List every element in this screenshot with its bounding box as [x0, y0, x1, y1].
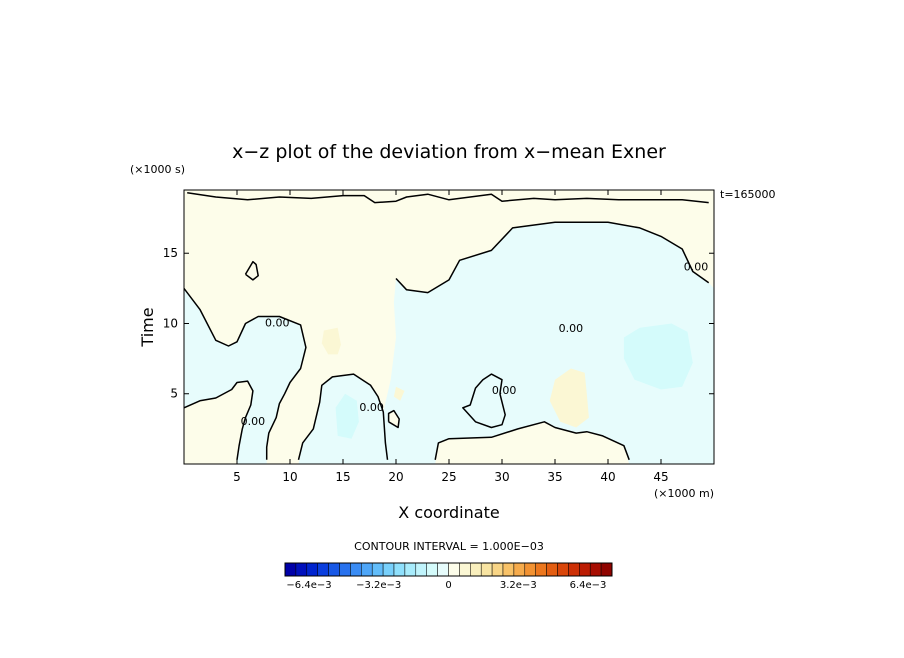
colorbar-swatch-22 — [524, 562, 536, 577]
colorbar-swatch-4 — [328, 562, 340, 577]
colorbar-swatch-0 — [284, 562, 297, 577]
colorbar: −6.4e−3 −3.2e−3 0 3.2e−3 6.4e−3 — [284, 562, 613, 591]
x-scale-note: (×1000 m) — [654, 487, 714, 500]
time-stamp: t=165000 — [720, 188, 776, 201]
zero-contour-2 — [184, 287, 307, 460]
contour-label-5: 0.00 — [241, 415, 266, 428]
shaded-region-1 — [383, 222, 714, 464]
y-tick-label-1: 10 — [163, 316, 178, 330]
contour-label-2: 0.00 — [265, 317, 290, 330]
y-axis: 5 10 15 — [163, 246, 714, 401]
colorbar-label-0: −6.4e−3 — [286, 580, 331, 591]
shaded-region-9 — [549, 368, 589, 428]
shaded-region-11 — [393, 386, 405, 401]
contour-label-4: 0.00 — [359, 401, 384, 414]
contour-interval-label: CONTOUR INTERVAL = 1.000E−03 — [354, 540, 544, 553]
contour-lines — [184, 192, 710, 461]
zero-contour-1 — [395, 221, 710, 294]
x-tick-label-8: 45 — [653, 470, 668, 484]
colorbar-swatch-21 — [513, 562, 526, 577]
colorbar-swatch-23 — [535, 562, 547, 577]
colorbar-swatch-9 — [382, 562, 395, 577]
shaded-region-7 — [335, 393, 359, 439]
colorbar-label-2: 0 — [445, 580, 451, 591]
zero-contour-7 — [462, 373, 506, 429]
x-tick-label-3: 20 — [388, 470, 403, 484]
colorbar-swatch-24 — [546, 562, 558, 577]
colorbar-swatch-5 — [339, 562, 351, 577]
zero-contour-3 — [184, 380, 254, 460]
colorbar-swatch-6 — [350, 562, 362, 577]
x-tick-label-5: 30 — [494, 470, 509, 484]
y-scale-note: (×1000 s) — [130, 163, 185, 176]
colorbar-label-1: −3.2e−3 — [356, 580, 401, 591]
x-tick-label-7: 40 — [600, 470, 615, 484]
x-tick-label-4: 25 — [441, 470, 456, 484]
colorbar-swatch-11 — [404, 562, 417, 577]
colorbar-label-4: 6.4e−3 — [570, 580, 607, 591]
colorbar-swatch-8 — [371, 562, 384, 577]
colorbar-swatch-20 — [502, 562, 515, 577]
zero-contour-5 — [387, 409, 400, 429]
colorbar-swatch-1 — [295, 562, 308, 577]
colorbar-swatch-17 — [470, 562, 482, 577]
x-tick-label-1: 10 — [282, 470, 297, 484]
colorbar-swatch-18 — [480, 562, 493, 577]
colorbar-swatch-28 — [589, 562, 602, 577]
colorbar-swatch-25 — [557, 562, 569, 577]
x-axis: 5 10 15 20 25 30 35 40 45 — [233, 190, 669, 484]
colorbar-swatch-13 — [426, 562, 438, 577]
colorbar-swatch-7 — [361, 562, 373, 577]
colorbar-swatch-12 — [415, 562, 427, 577]
colorbar-swatch-10 — [393, 562, 406, 577]
y-tick-label-2: 15 — [163, 246, 178, 260]
x-tick-label-6: 35 — [547, 470, 562, 484]
shaded-region-4 — [462, 374, 506, 428]
x-tick-label-2: 15 — [335, 470, 350, 484]
shaded-region-2 — [184, 288, 306, 464]
contour-label-0: 0.00 — [684, 260, 709, 273]
zero-contour-0 — [187, 192, 709, 204]
x-tick-label-0: 5 — [233, 470, 241, 484]
x-axis-title: X coordinate — [398, 503, 499, 522]
colorbar-swatch-3 — [317, 562, 329, 577]
colorbar-swatch-15 — [448, 562, 460, 577]
colorbar-label-3: 3.2e−3 — [500, 580, 537, 591]
zero-contour-6 — [434, 421, 630, 461]
chart-title: x−z plot of the deviation from x−mean Ex… — [232, 141, 666, 163]
colorbar-swatch-26 — [568, 562, 580, 577]
shaded-region-10 — [321, 327, 341, 355]
colorbar-swatch-19 — [491, 562, 504, 577]
contour-label-3: 0.00 — [492, 384, 517, 397]
colorbar-swatch-29 — [600, 562, 613, 577]
zero-contour-4 — [297, 373, 389, 460]
zero-contour-8 — [244, 260, 259, 281]
colorbar-swatch-14 — [437, 562, 449, 577]
colorbar-swatch-2 — [306, 562, 318, 577]
shaded-region-8 — [623, 323, 693, 390]
contour-label-1: 0.00 — [559, 322, 584, 335]
shaded-field — [184, 190, 714, 464]
y-axis-title: Time — [138, 307, 157, 347]
colorbar-swatch-27 — [579, 562, 591, 577]
colorbar-swatch-16 — [459, 562, 471, 577]
contour-labels: 0.00 0.00 0.00 0.00 0.00 0.00 — [241, 260, 709, 428]
colorbar-frame — [284, 562, 613, 577]
y-tick-label-0: 5 — [170, 387, 178, 401]
